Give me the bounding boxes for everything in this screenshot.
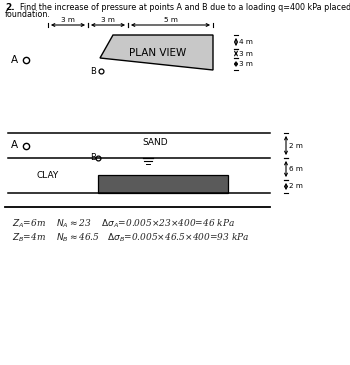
Text: A: A [10,141,18,150]
Text: 3 m: 3 m [101,16,115,23]
Bar [98,175,228,193]
Text: 6 m: 6 m [289,166,303,172]
Text: $Z_B$=4m    $N_B$$\approx$46.5   $\Delta\sigma_B$=0.005$\times$46.5$\times$400=9: $Z_B$=4m $N_B$$\approx$46.5 $\Delta\sigm… [12,232,249,245]
Text: CLAY: CLAY [37,171,59,180]
Text: 3 m: 3 m [61,16,75,23]
Text: B: B [90,66,96,76]
Text: PLAN VIEW: PLAN VIEW [130,48,187,58]
Polygon shape [100,35,213,70]
Text: 3 m: 3 m [239,61,253,67]
Text: 2.: 2. [5,3,15,12]
Text: A: A [10,55,18,65]
Text: 2 m: 2 m [289,184,303,189]
Text: $Z_A$=6m    $N_A$$\approx$23    $\Delta\sigma_A$=0.005$\times$23$\times$400=46 k: $Z_A$=6m $N_A$$\approx$23 $\Delta\sigma_… [12,217,235,230]
Text: 3 m: 3 m [239,50,253,57]
Text: B: B [90,154,96,162]
Text: 4 m: 4 m [239,39,253,45]
Text: SAND: SAND [142,138,168,147]
Text: 5 m: 5 m [163,16,177,23]
Text: 2 m: 2 m [289,142,303,149]
Text: foundation.: foundation. [5,10,51,19]
Text: Find the increase of pressure at points A and B due to a loading q=400 kPa place: Find the increase of pressure at points … [20,3,350,12]
